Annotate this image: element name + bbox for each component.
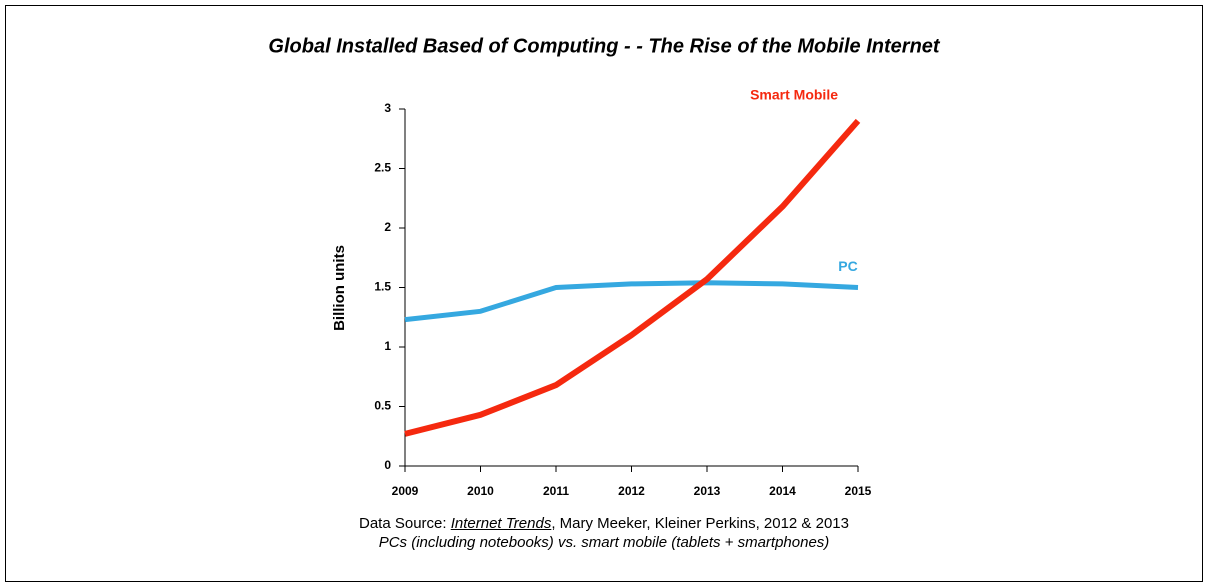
x-tick-label: 2010 [467,484,494,498]
source-rest: , Mary Meeker, Kleiner Perkins, 2012 & 2… [551,515,849,532]
y-axis-label: Billion units [331,245,348,331]
series-label: Smart Mobile [750,87,838,103]
x-tick-label: 2013 [694,484,721,498]
source-title: Internet Trends [450,515,552,532]
series-line [404,118,861,437]
y-tick-label: 1 [384,339,391,353]
chart-title: Global Installed Based of Computing - - … [268,35,940,57]
source-prefix: Data Source: [359,515,447,532]
series-line [404,280,859,323]
y-tick-label: 2.5 [374,161,391,175]
x-tick-label: 2015 [845,484,872,498]
frame [5,5,1203,582]
series-label: PC [838,258,857,274]
y-tick-label: 0 [384,458,391,472]
note: PCs (including notebooks) vs. smart mobi… [378,534,830,551]
x-tick-label: 2011 [543,484,569,498]
x-tick-label: 2009 [392,484,419,498]
y-tick-label: 0.5 [374,399,391,413]
source: Data Source: Internet Trends, Mary Meeke… [0,514,1208,533]
y-tick-label: 3 [384,101,391,115]
x-tick-label: 2014 [769,484,796,498]
y-tick-label: 2 [384,220,391,234]
y-tick-label: 1.5 [374,280,391,294]
x-tick-label: 2012 [618,484,645,498]
footer: Data Source: Internet Trends, Mary Meeke… [0,514,1208,552]
